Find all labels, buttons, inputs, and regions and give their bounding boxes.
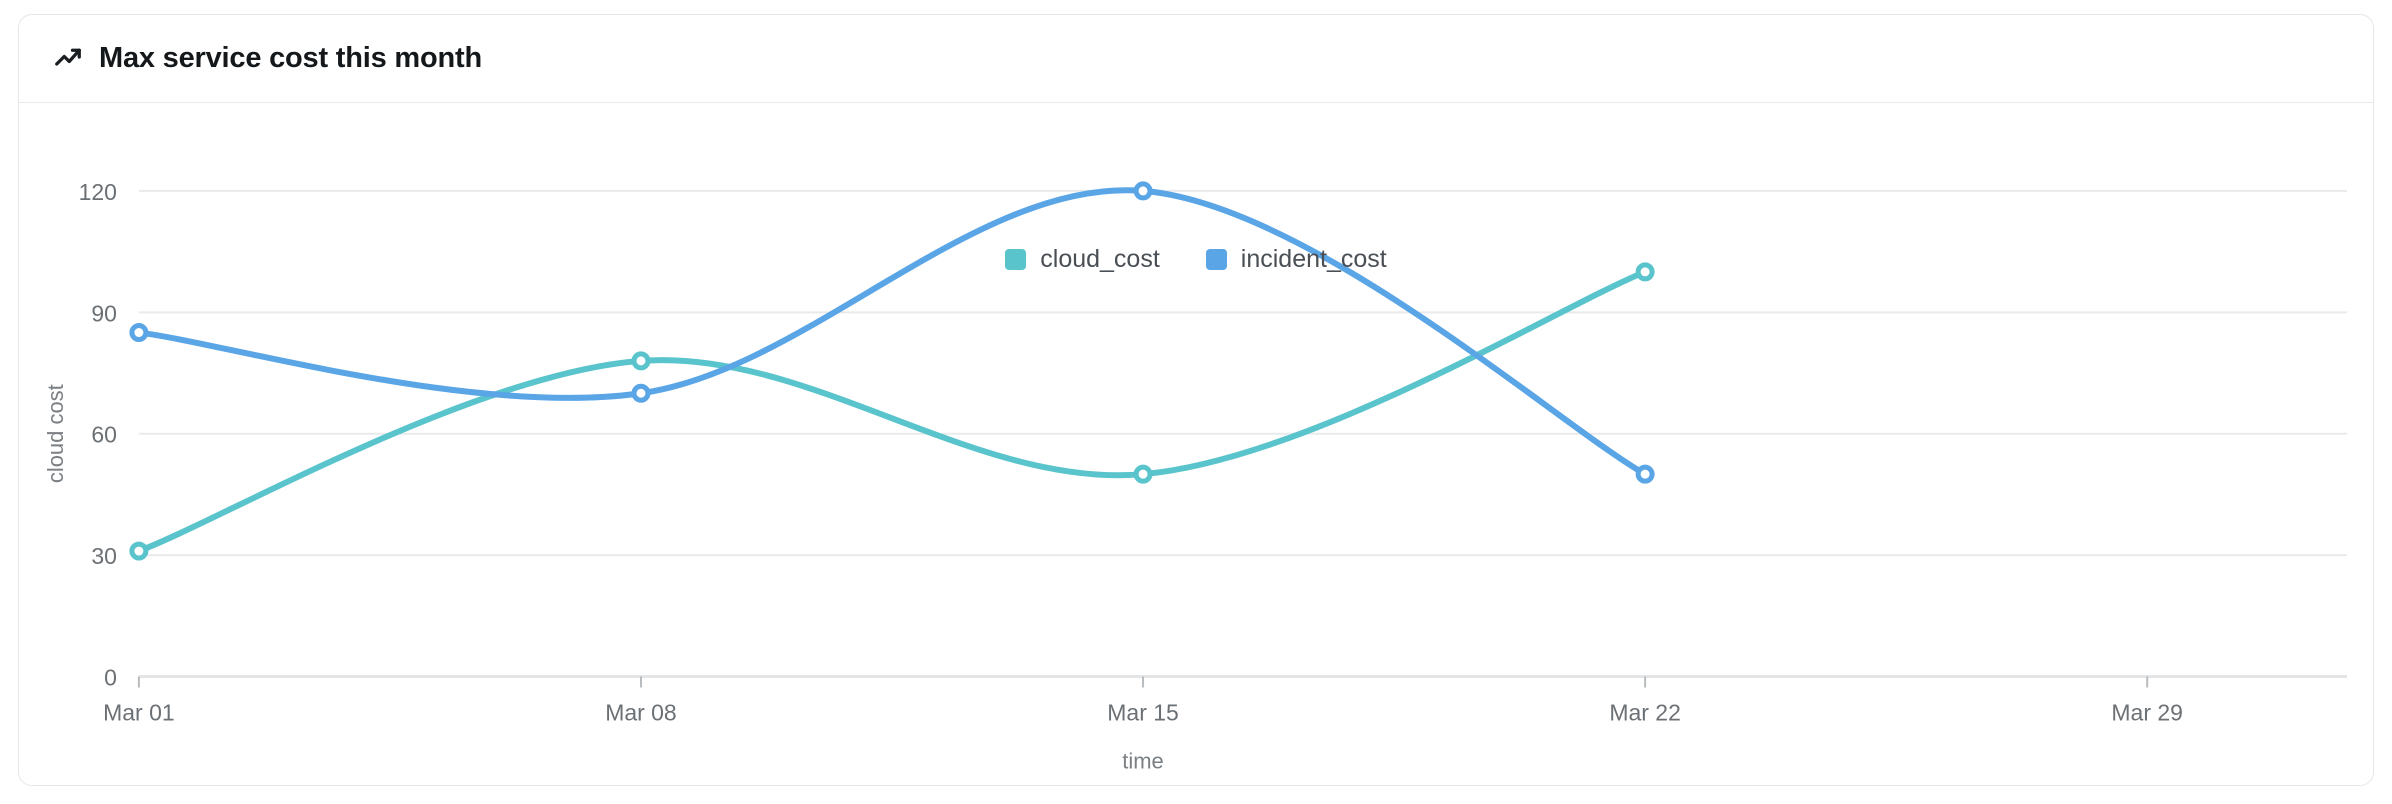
chart-card: Max service cost this month cloud_cost i…: [18, 14, 2374, 786]
data-point-incident_cost[interactable]: [631, 383, 651, 403]
chart-area: cloud_cost incident_cost 0 30 60 90 120 Mar …: [19, 103, 2373, 785]
data-point-cloud_cost[interactable]: [129, 541, 149, 561]
y-tick-label: 60: [91, 422, 117, 448]
series-markers: [129, 181, 1655, 561]
y-tick-label: 30: [91, 543, 117, 569]
series-line-cloud_cost: [135, 268, 1649, 555]
trending-up-icon: [55, 48, 81, 66]
data-point-cloud_cost[interactable]: [1635, 262, 1655, 282]
y-tick-label: 90: [91, 300, 117, 326]
y-axis-title: cloud cost: [43, 384, 68, 483]
x-axis-title: time: [1122, 748, 1164, 773]
x-tick-label: Mar 08: [605, 699, 677, 725]
x-tick-label: Mar 29: [2111, 699, 2183, 725]
x-tick-label: Mar 15: [1107, 699, 1179, 725]
series-lines: [135, 187, 1649, 555]
x-tick-label: Mar 01: [103, 699, 175, 725]
series-line-incident_cost: [135, 187, 1649, 478]
x-tick-label: Mar 22: [1609, 699, 1681, 725]
y-tick-label: 0: [104, 664, 117, 690]
data-point-cloud_cost[interactable]: [1133, 464, 1153, 484]
page-title: Max service cost this month: [99, 42, 482, 74]
data-point-incident_cost[interactable]: [1635, 464, 1655, 484]
y-tick-label: 120: [79, 179, 117, 205]
chart-plot: 0 30 60 90 120 Mar 01 Mar 08 Mar 15 Mar 22 Mar 2…: [43, 179, 2348, 773]
x-axis-tick-labels: Mar 01 Mar 08 Mar 15 Mar 22 Mar 29: [103, 699, 2183, 725]
card-header: Max service cost this month: [19, 15, 2373, 103]
y-axis-tick-labels: 0 30 60 90 120: [79, 179, 117, 691]
data-point-incident_cost[interactable]: [129, 323, 149, 343]
data-point-incident_cost[interactable]: [1133, 181, 1153, 201]
data-point-cloud_cost[interactable]: [631, 351, 651, 371]
x-axis: [137, 675, 2348, 688]
grid-lines: [138, 189, 2348, 557]
